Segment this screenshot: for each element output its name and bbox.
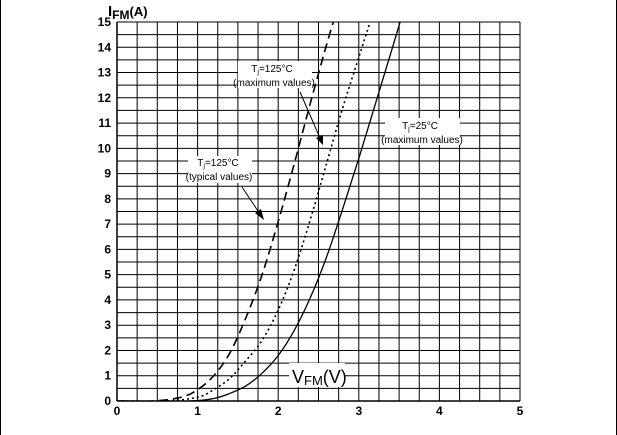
series-line-dotted [117,22,371,401]
grid [116,21,521,402]
y-tick-label: 11 [98,116,111,130]
annotation-max125-bg [238,61,312,88]
annotation-max125-arrow [299,91,321,139]
x-tick-label: 0 [114,404,121,418]
annotation-tj25-bg [385,118,460,145]
y-tick-label: 7 [104,217,111,231]
y-tick-label: 13 [98,66,112,80]
x-tick-label: 1 [194,404,201,418]
x-tick-label: 2 [275,404,282,418]
y-tick-label: 5 [104,268,111,282]
x-axis-title-bg [289,363,345,387]
series-line-dashed [117,22,335,401]
annotation-typical-arrow [241,186,261,215]
y-tick-label: 3 [104,318,111,332]
y-tick-label: 12 [98,91,112,105]
y-tick-label: 10 [98,141,112,155]
annotation-typical-bg [188,156,252,183]
y-tick-label: 4 [104,293,111,307]
annotation-typical-line2: (typical values) [186,172,253,183]
y-tick-label: 6 [104,242,111,256]
x-tick-label: 5 [517,404,524,418]
series-line-solid [117,22,401,401]
x-axis-title-sub: FM [304,373,323,388]
annotation-tj25-line2: (maximum values) [381,135,463,146]
x-tick-label: 4 [436,404,443,418]
annotation-max125-line2: (maximum values) [233,78,315,89]
x-axis-title: VFM(V) [292,367,347,388]
x-axis-title-main: V [292,367,304,387]
curves [117,22,401,401]
y-tick-label: 9 [104,167,111,181]
y-tick-label: 14 [98,40,112,54]
y-tick-label: 8 [104,192,111,206]
annotation-typical-arrowhead [255,209,264,220]
annotation-typical-line1: Tj=125°C [197,158,238,170]
y-axis-title-sub: FM [112,8,129,22]
annotation-max125-arrowhead [316,135,323,145]
y-tick-label: 1 [104,369,111,383]
x-tick-label: 3 [355,404,362,418]
y-axis-title: IFM(A) [108,3,148,22]
y-axis-title-main: I [108,3,112,20]
y-tick-label: 15 [98,15,112,29]
y-axis-title-unit: (A) [130,4,148,19]
x-axis-title-unit: (V) [323,367,347,387]
y-tick-label: 2 [104,343,111,357]
annotation-max125-line1: Tj=125°C [251,64,292,76]
y-tick-label: 0 [104,394,111,408]
annotation-tj25-line1: Tj=25°C [402,121,438,133]
